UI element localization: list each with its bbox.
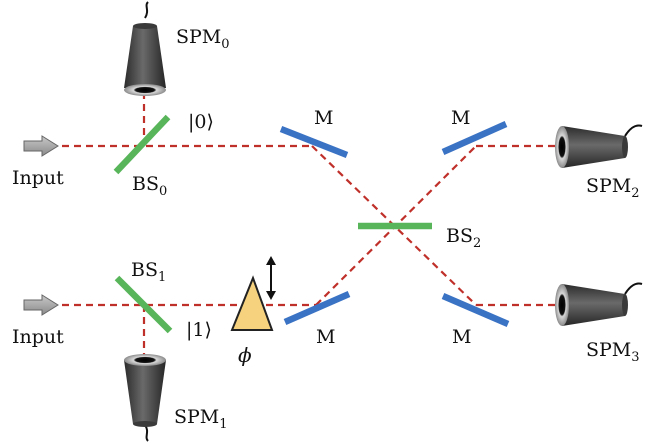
beam-splitter-0: [113, 114, 171, 175]
mirror-label-bottom-right: M: [452, 326, 471, 348]
phase-label: ϕ: [238, 343, 252, 367]
detector-spm1: [124, 354, 166, 442]
bs2-label: BS2: [446, 225, 481, 251]
state-0-label: |0⟩: [188, 111, 214, 133]
spm2-label: SPM2: [586, 175, 640, 201]
mirror-label-bottom-left: M: [316, 326, 335, 348]
spm1-label: SPM1: [174, 406, 228, 432]
detector-spm0: [124, 1, 166, 96]
bs1-label: BS1: [131, 259, 166, 285]
mirror-label-top-right: M: [451, 107, 470, 129]
bs0-label: BS0: [132, 173, 167, 199]
mirror-bottom-left: [283, 291, 351, 325]
detector-spm2: [555, 124, 643, 168]
input-label-top: Input: [12, 167, 64, 189]
state-1-label: |1⟩: [186, 319, 212, 341]
input-label-bottom: Input: [12, 326, 64, 348]
spm3-label: SPM3: [586, 339, 640, 365]
mirror-top-left: [279, 125, 349, 159]
double-arrow-icon: [266, 256, 276, 300]
phase-shifter: [230, 256, 276, 331]
mirror-bottom-right: [441, 293, 510, 327]
input-arrow-top: [23, 135, 59, 157]
input-arrow-bottom: [23, 294, 59, 316]
detector-spm3: [555, 282, 643, 326]
mirror-top-right: [441, 121, 508, 155]
mirror-label-top-left: M: [314, 107, 333, 129]
spm0-label: SPM0: [176, 26, 230, 52]
beam-splitter-1: [114, 275, 173, 334]
phase-shifter-prism: [230, 275, 274, 331]
